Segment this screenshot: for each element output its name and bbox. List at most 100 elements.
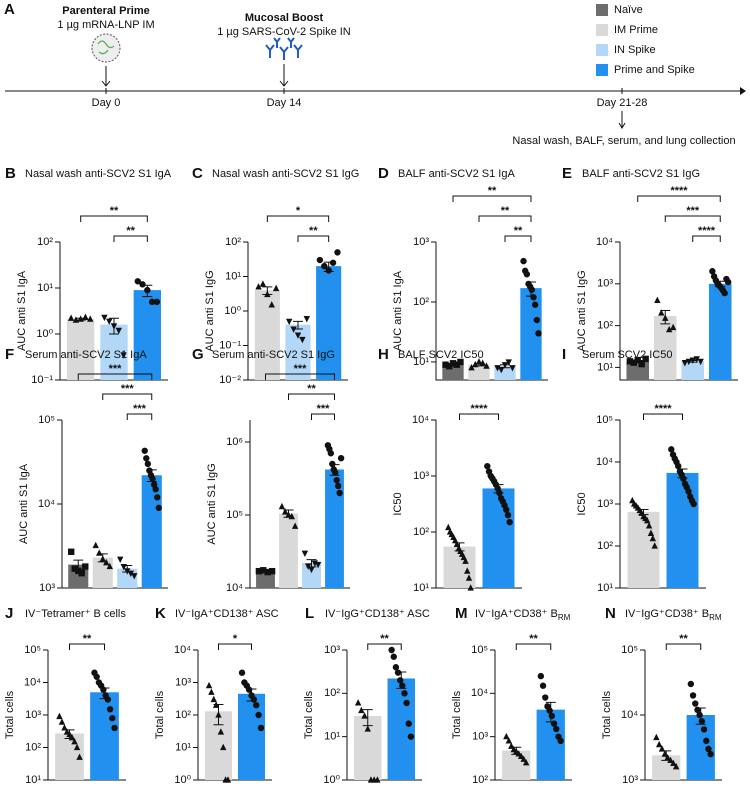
data-point [336, 489, 343, 497]
data-point [694, 706, 701, 714]
y-axis-label: AUC anti S1 IgG [206, 463, 218, 544]
data-point [245, 686, 253, 693]
significance-label: **** [470, 403, 488, 415]
y-tick-label: 10³ [413, 236, 429, 248]
y-tick-label: 10² [175, 709, 191, 721]
data-point [329, 259, 337, 266]
significance-bracket [126, 413, 153, 420]
bar [279, 513, 298, 588]
panel-title: BALF anti-SCV2 S1 IgA [398, 168, 515, 180]
data-point [539, 682, 547, 689]
bar [302, 562, 321, 588]
data-point [100, 686, 107, 693]
data-point [327, 450, 335, 457]
data-point [148, 298, 156, 306]
data-point [533, 316, 541, 324]
data-point [520, 257, 527, 265]
data-point [106, 562, 113, 570]
data-point [505, 737, 513, 744]
boost-detail: 1 µg SARS-CoV-2 Spike IN [217, 26, 351, 38]
panel-title: IV⁻IgG⁺CD38⁺ BRM [625, 608, 722, 622]
bar [237, 693, 266, 780]
y-axis-label: AUC anti S1 IgA [18, 463, 30, 544]
data-point [110, 323, 118, 330]
data-point [649, 534, 657, 542]
data-point [285, 318, 293, 326]
data-point [75, 567, 82, 575]
panel-title: Serum anti-SCV2 S1 IgG [212, 349, 335, 361]
data-point [67, 314, 75, 321]
data-point [264, 568, 271, 576]
data-point [693, 356, 700, 363]
y-tick-label: 10² [37, 236, 53, 248]
panel-title-text: BALF anti-SCV2 S1 IgG [582, 168, 700, 180]
data-point [445, 523, 452, 531]
collection-detail: Nasal wash, BALF, serum, and lung collec… [512, 135, 735, 147]
data-point [392, 664, 400, 671]
y-axis-label: Total cells [4, 690, 16, 739]
data-point [82, 563, 89, 570]
significance-bracket [692, 235, 721, 242]
data-point [553, 725, 560, 733]
data-point [505, 359, 512, 366]
prime-title: Parenteral Prime [62, 5, 149, 17]
data-point [333, 476, 340, 484]
panel-letter: F [5, 346, 14, 363]
y-axis-label: Total cells [451, 690, 463, 739]
panel-letter: L [305, 605, 314, 622]
data-point [462, 557, 469, 564]
data-point [638, 360, 645, 368]
data-point [468, 363, 475, 371]
data-point [658, 745, 666, 752]
data-point [700, 726, 708, 733]
data-point [537, 672, 545, 680]
significance-label: ** [488, 185, 497, 197]
data-point [724, 278, 732, 286]
bar [708, 283, 732, 380]
significance-bracket [452, 195, 532, 202]
panel-title: IV⁻Tetramer⁺ B cells [25, 608, 126, 620]
y-tick-label: 10⁰ [224, 305, 241, 317]
data-point [299, 336, 306, 344]
y-tick-label: 10⁵ [621, 644, 638, 656]
panel-letter: B [5, 165, 16, 182]
panel-title: IV⁻IgA⁺CD138⁺ ASC [175, 608, 279, 620]
data-point [212, 701, 220, 708]
data-point [288, 512, 296, 520]
data-point [58, 718, 66, 725]
y-tick-label: 10⁻¹ [31, 374, 53, 386]
data-point [680, 475, 687, 482]
data-point [285, 511, 292, 518]
data-point [334, 249, 341, 256]
significance-label: ** [126, 225, 135, 237]
panel-title: IV⁻IgA⁺CD38⁺ BRM [475, 608, 571, 622]
data-point [329, 460, 336, 468]
data-point [117, 556, 124, 564]
y-tick-label: 10² [25, 741, 41, 753]
significance-label: **** [654, 403, 672, 415]
data-point [238, 669, 246, 676]
data-point [644, 516, 651, 524]
data-point [334, 482, 342, 490]
data-point [76, 753, 83, 760]
day-label: Day 14 [267, 97, 302, 109]
data-point [509, 365, 516, 372]
panel-title: IV⁻IgG⁺CD138⁺ ASC [325, 608, 430, 620]
data-point [73, 743, 81, 751]
data-point [696, 711, 703, 719]
data-point [115, 327, 122, 335]
bar [254, 290, 280, 380]
panel-letter: C [192, 165, 203, 182]
data-point [508, 742, 515, 749]
significance-label: * [233, 633, 238, 645]
y-tick-label: 10² [413, 296, 429, 308]
y-axis-label: Total cells [303, 690, 315, 739]
spike-icon [279, 46, 289, 60]
significance-bracket [80, 215, 148, 222]
data-point [405, 720, 412, 727]
significance-bracket [665, 643, 702, 650]
data-point [630, 359, 638, 366]
data-point [259, 280, 267, 287]
significance-bracket [288, 393, 335, 400]
